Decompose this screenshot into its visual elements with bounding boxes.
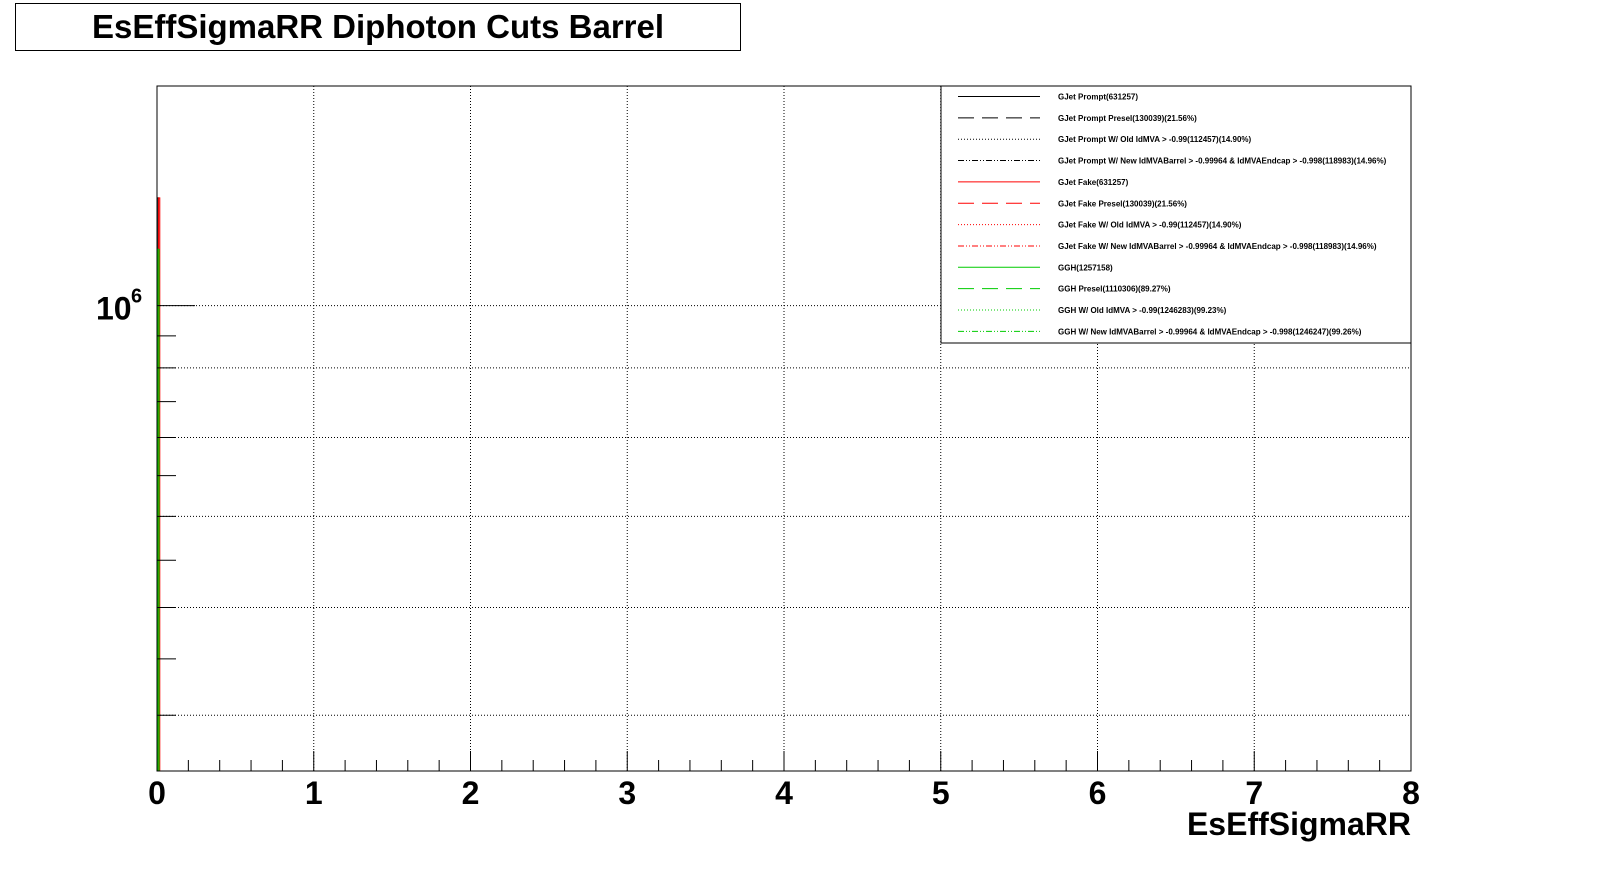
legend-entry-label: GJet Fake W/ Old IdMVA > -0.99(112457)(1… [1058, 221, 1242, 230]
x-tick-label: 2 [462, 775, 480, 811]
legend-entry-label: GJet Fake Presel(130039)(21.56%) [1058, 199, 1187, 208]
x-tick-label: 8 [1402, 775, 1420, 811]
chart-title-box: EsEffSigmaRR Diphoton Cuts Barrel [15, 3, 741, 51]
x-tick-label: 0 [148, 775, 166, 811]
legend-entry-label: GJet Prompt(631257) [1058, 93, 1138, 102]
x-tick-labels: 0 1 2 3 4 5 6 7 8 [148, 775, 1420, 811]
legend-entry-label: GJet Prompt Presel(130039)(21.56%) [1058, 114, 1197, 123]
x-tick-label: 7 [1245, 775, 1263, 811]
legend-entry-label: GJet Prompt W/ Old IdMVA > -0.99(112457)… [1058, 135, 1252, 144]
x-axis-title: EsEffSigmaRR [1187, 806, 1411, 842]
x-tick-label: 3 [618, 775, 636, 811]
legend-entry-label: GJet Fake(631257) [1058, 178, 1129, 187]
chart-title: EsEffSigmaRR Diphoton Cuts Barrel [91, 8, 665, 45]
y-tick-label-base: 10 [96, 291, 132, 327]
legend-entry-label: GGH Presel(1110306)(89.27%) [1058, 285, 1171, 294]
legend-entry-label: GGH W/ Old IdMVA > -0.99(1246283)(99.23%… [1058, 306, 1227, 315]
x-tick-label: 4 [775, 775, 793, 811]
legend-entry-label: GGH(1257158) [1058, 263, 1113, 272]
legend-entry-label: GJet Fake W/ New IdMVABarrel > -0.99964 … [1058, 242, 1377, 251]
axis-ticks [156, 305, 1412, 771]
y-tick-label-exponent: 6 [131, 286, 142, 308]
legend-box [940, 85, 1412, 344]
legend-entry-label: GGH W/ New IdMVABarrel > -0.99964 & IdMV… [1058, 327, 1362, 336]
legend: GJet Prompt(631257) GJet Prompt Presel(13… [940, 85, 1412, 344]
series-line [157, 248, 160, 771]
x-tick-label: 1 [305, 775, 323, 811]
x-tick-label: 5 [932, 775, 950, 811]
y-tick-label: 10 6 [96, 286, 142, 327]
legend-entry-label: GJet Prompt W/ New IdMVABarrel > -0.9996… [1058, 157, 1387, 166]
x-tick-label: 6 [1089, 775, 1107, 811]
series-lines [156, 197, 161, 771]
